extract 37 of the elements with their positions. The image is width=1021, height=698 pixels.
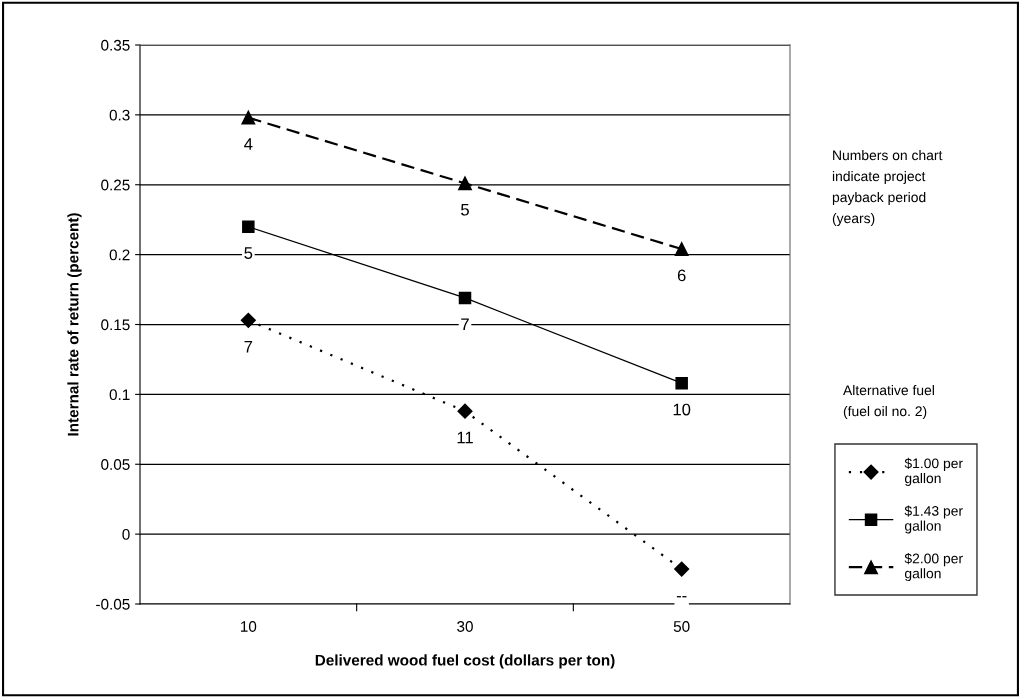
legend-label: $1.00 per gallon — [904, 457, 963, 486]
point — [458, 176, 472, 191]
x-tick-label: 10 — [241, 621, 257, 632]
point — [241, 110, 256, 125]
x-tick-label: 30 — [457, 621, 473, 632]
y-tick-label: 0.2 — [109, 249, 130, 261]
point — [457, 403, 473, 419]
annotation: 7 — [244, 340, 253, 353]
x-axis-title: Delivered wood fuel cost (dollars per ton) — [315, 654, 615, 669]
y-tick-label: 0.05 — [101, 459, 130, 470]
point — [240, 312, 256, 328]
annotation: 4 — [244, 138, 253, 150]
annotation: 11 — [457, 431, 473, 444]
annotation: 6 — [677, 269, 686, 282]
annotation: 5 — [244, 247, 253, 259]
y-tick-label: -0.05 — [96, 598, 130, 610]
point — [242, 220, 255, 233]
annotation: 5 — [461, 203, 469, 216]
annotation: -- — [676, 596, 687, 598]
legend-label: $2.00 per gallon — [904, 552, 963, 582]
x-tick-label: 50 — [673, 621, 690, 632]
y-tick-label: 0.25 — [101, 179, 130, 191]
text: Numbers on chart indicate project payback period (years) — [832, 150, 943, 226]
point — [674, 242, 689, 256]
y-tick-label: 0 — [122, 528, 130, 540]
annotation: 10 — [673, 403, 691, 416]
point — [458, 291, 472, 305]
point — [675, 376, 688, 390]
legend-title: Alternative fuel (fuel oil no. 2) — [843, 385, 934, 419]
y-tick-label: 0.15 — [101, 319, 130, 331]
y-axis-title: Internal rate of return (percent) — [67, 213, 82, 436]
y-tick-label: 0.1 — [109, 389, 130, 401]
y-tick-label: 0.35 — [101, 39, 130, 51]
annotation: 7 — [461, 318, 469, 331]
y-tick-label: 0.3 — [109, 109, 130, 121]
legend-label: $1.43 per gallon — [904, 505, 963, 534]
point — [674, 561, 690, 577]
